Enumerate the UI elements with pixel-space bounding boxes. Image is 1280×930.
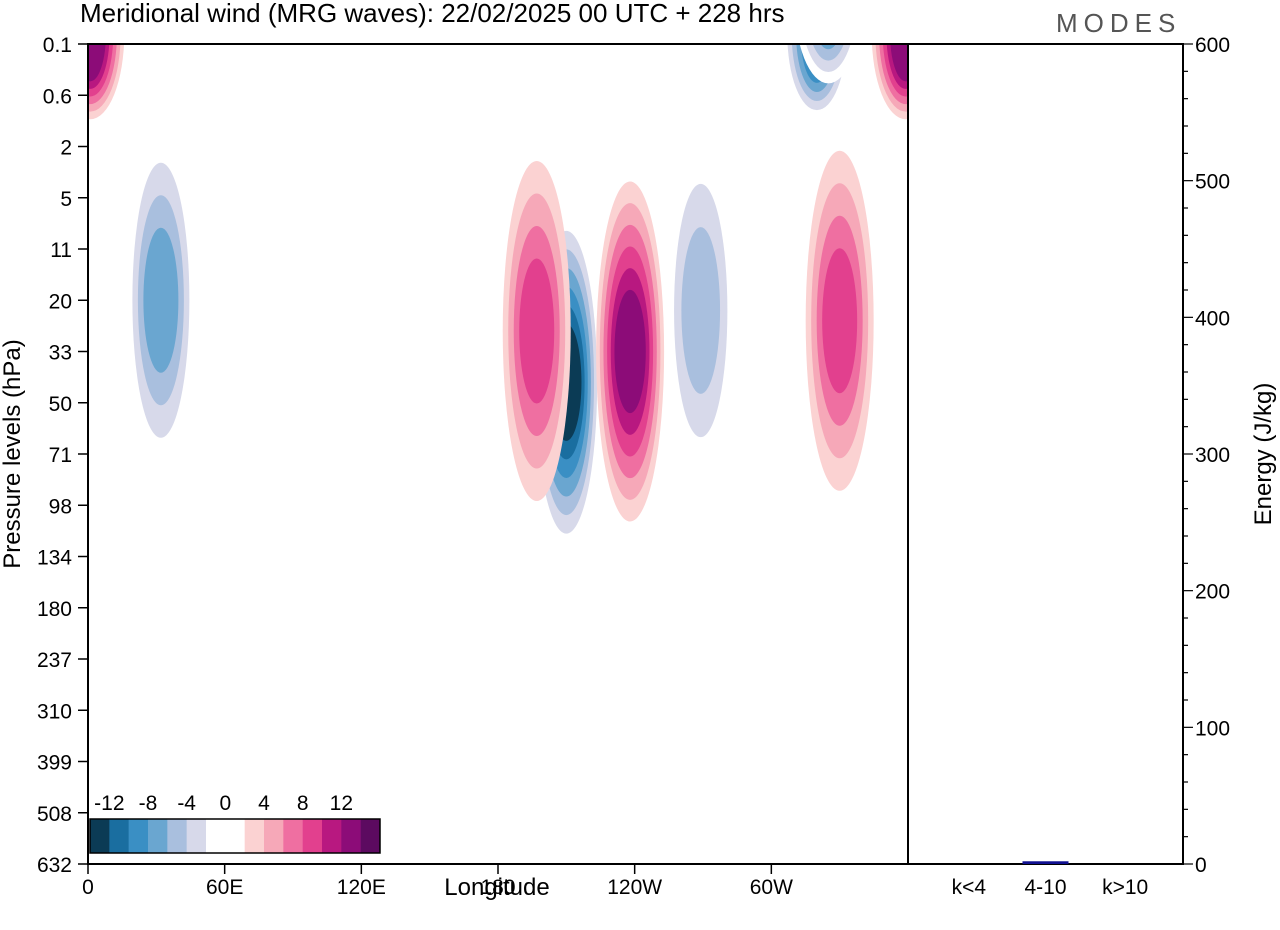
colorbar-label: 12 [330,792,353,815]
energy-tick-label: 600 [1195,34,1230,57]
energy-category-label: 4-10 [1024,876,1066,899]
x-tick-label: 120W [607,876,662,899]
colorbar-swatch [360,819,381,853]
modes-logo: MODES [1056,8,1182,38]
y-tick-label: 134 [37,547,72,570]
field-feature-5-3 [681,227,721,394]
y-axis-title: Pressure levels (hPa) [0,339,26,568]
colorbar-swatch [206,819,226,853]
colorbar-label: 8 [297,792,309,815]
field-feature-4-4 [143,227,179,373]
energy-frame [907,43,1184,865]
colorbar-swatch [264,819,284,853]
colorbar-swatch [225,819,245,853]
energy-category-label: k<4 [952,876,987,899]
colorbar-swatch [341,819,361,853]
y-tick-label: 20 [49,290,72,313]
colorbar-swatch [186,819,207,853]
longitude-axis: 0 60E 120E 180 120W 60W [82,864,793,899]
energy-tick-label: 200 [1195,581,1230,604]
y-tick-label: 0.1 [43,34,72,57]
energy-tick-label: 100 [1195,717,1230,740]
y-tick-label: 71 [49,444,72,467]
field-feature-6-6 [88,44,106,82]
x-tick-label: 60E [206,876,243,899]
x-tick-label: 0 [82,876,94,899]
chart-title: Meridional wind (MRG waves): 22/02/2025 … [80,0,785,28]
y-tick-label: 2 [60,137,72,160]
energy-axis-title: Energy (J/kg) [1250,383,1277,526]
colorbar-swatch [148,819,168,853]
colorbar-label: 4 [258,792,270,815]
energy-axis: 0 100 200 300 400 500 600 [1183,34,1230,877]
energy-bars: k<4 4-10 k>10 [952,861,1148,899]
heatmap-frame [87,43,909,865]
y-tick-label: 632 [37,854,72,877]
colorbar-label: 0 [219,792,231,815]
colorbar-swatch [167,819,187,853]
colorbar-swatch [90,819,110,853]
energy-category-label: k>10 [1102,876,1148,899]
x-axis-title: Longitude [444,874,549,901]
colorbar-label: -8 [139,792,158,815]
x-tick-label: 180 [480,876,515,899]
field-feature-3-4 [822,248,858,394]
energy-tick-label: 0 [1195,854,1207,877]
field-feature-7-6 [890,44,908,82]
colorbar: -12 -8 -4 0 4 8 12 [89,792,381,854]
colorbar-swatch [109,819,129,853]
colorbar-label: -12 [94,792,124,815]
y-tick-label: 98 [49,495,72,518]
energy-tick-label: 300 [1195,444,1230,467]
colorbar-swatch [244,819,265,853]
colorbar-label: -4 [177,792,196,815]
heatmap-field [88,44,908,553]
x-tick-label: 120E [337,876,386,899]
energy-tick-label: 500 [1195,171,1230,194]
energy-tick-label: 400 [1195,307,1230,330]
y-tick-label: 33 [49,342,72,365]
y-tick-label: 11 [50,239,72,262]
y-tick-label: 310 [37,700,72,723]
field-feature-9-4 [820,44,836,50]
y-tick-label: 237 [37,649,72,672]
y-tick-label: 508 [37,803,72,826]
colorbar-swatch [283,819,303,853]
field-feature-9-3 [812,44,844,61]
colorbar-swatch [322,819,342,853]
colorbar-swatch [128,819,149,853]
y-tick-label: 0.6 [43,85,72,108]
y-tick-label: 5 [60,188,72,211]
colorbar-swatch [302,819,323,853]
pressure-axis: 0.1 0.6 2 5 11 20 33 50 71 98 134 180 237 310 399 508 63… [37,34,88,877]
field-feature-1-6 [614,289,646,414]
y-tick-label: 399 [37,752,72,775]
field-feature-2-4 [519,258,555,404]
y-tick-label: 180 [37,598,72,621]
y-tick-label: 50 [49,393,72,416]
colorbar-frame [89,818,381,854]
energy-bar-1 [1022,861,1069,864]
x-tick-label: 60W [750,876,793,899]
